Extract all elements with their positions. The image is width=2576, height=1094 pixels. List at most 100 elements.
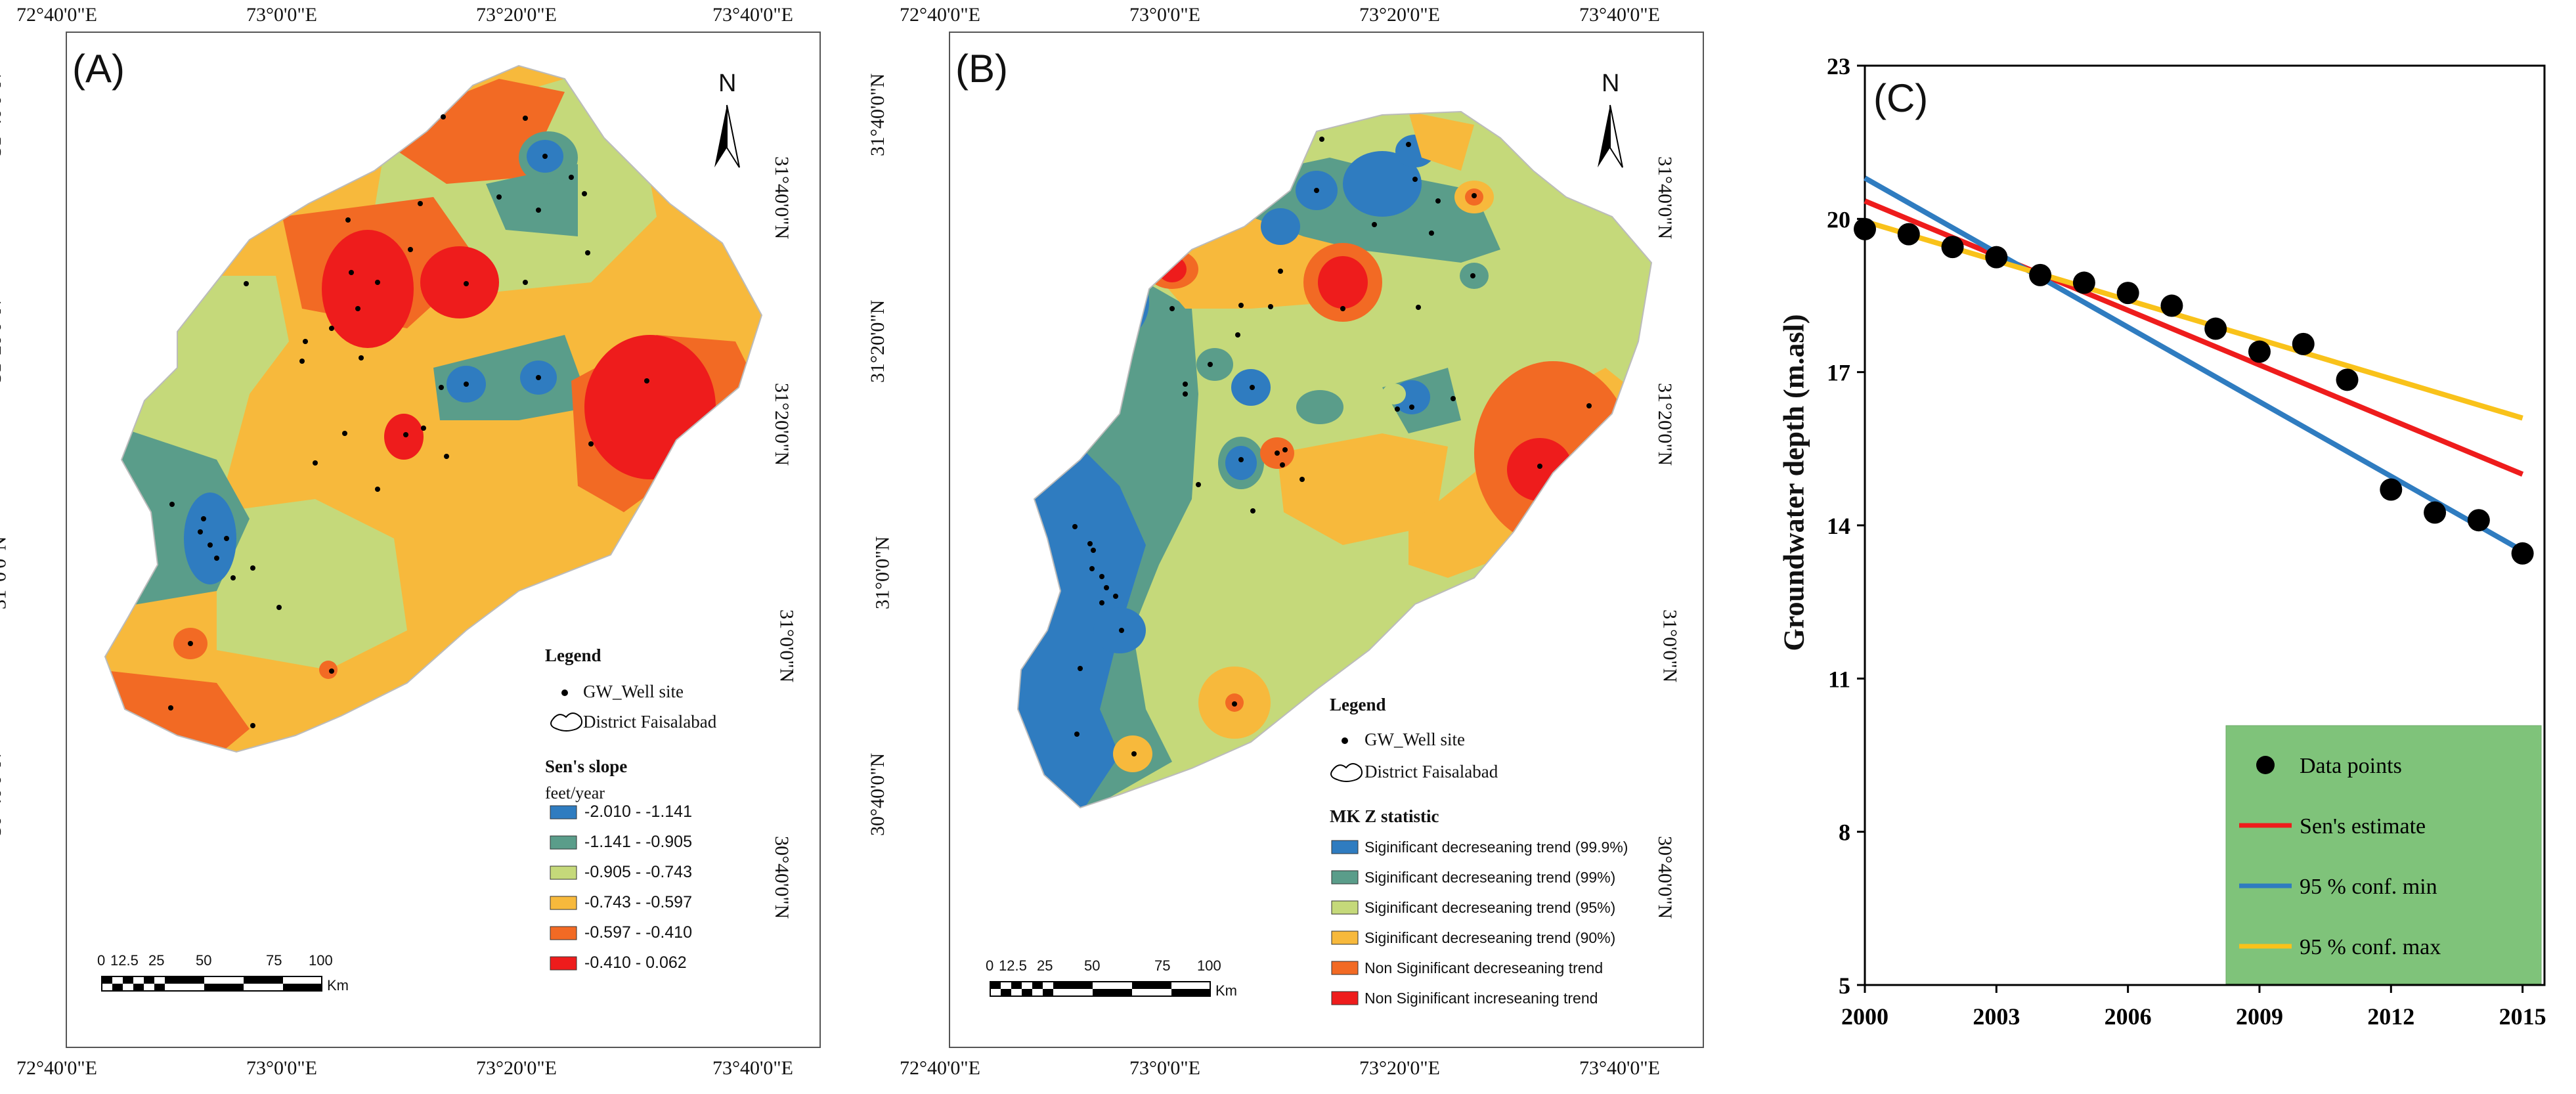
data-point <box>2380 478 2403 501</box>
panel-b-map-svg <box>990 104 1653 1005</box>
data-point <box>1941 236 1964 259</box>
panel-a-legend-class-6: -0.410 - 0.062 <box>584 953 687 972</box>
panel-b-scale-tick-3: 50 <box>1084 957 1101 974</box>
panel-b-legend-class-4: Siginificant decreseaning trend (90%) <box>1364 929 1616 946</box>
y-tick-label: 5 <box>1839 973 1850 999</box>
legend-label: Data points <box>2300 754 2402 778</box>
y-tick-label: 11 <box>1828 666 1850 692</box>
panel-a-top-tick-1: 72°40'0"E <box>16 4 97 26</box>
panel-b-legend-class-3: Siginificant decreseaning trend (95%) <box>1364 899 1616 916</box>
trend-line <box>1864 198 2524 477</box>
panel-b-scale-unit: Km <box>1215 982 1237 999</box>
panel-c-axes <box>1857 64 2546 993</box>
panel-a-legend-class-1: -2.010 - -1.141 <box>584 802 692 821</box>
panel-b-top-tick-1: 72°40'0"E <box>900 4 980 26</box>
panel-c-trend-lines <box>1864 175 2524 554</box>
panel-b-bottom-tick-3: 73°20'0"E <box>1359 1057 1440 1079</box>
panel-a-left-tick-2: 31°20'0"N <box>0 299 5 383</box>
x-tick-label: 2012 <box>2367 1003 2414 1030</box>
panel-c-tick-labels: 2000 2003 2006 2009 2012 2015 5 8 11 14 17 20 23 <box>1827 53 2546 1030</box>
data-point <box>2116 282 2139 305</box>
panel-a-left-tick-4: 30°40'0"N <box>0 753 5 836</box>
y-tick-label: 17 <box>1827 360 1850 386</box>
panel-a-scale-tick-3: 50 <box>196 952 212 969</box>
panel-a: (A) N 72°40'0"E 73°0'0"E 73°20'0"E 73°40… <box>0 0 870 1094</box>
panel-a-legend-ramp-title: Sen's slope <box>545 756 628 776</box>
panel-a-bottom-tick-3: 73°20'0"E <box>476 1057 557 1079</box>
panel-b-scale-tick-5: 100 <box>1197 957 1221 974</box>
panel-c-ylabel: Groundwater depth (m.asl) <box>1778 314 1810 651</box>
panel-b-right-tick-1: 31°40'0"N <box>1653 156 1676 240</box>
panel-b-bottom-tick-4: 73°40'0"E <box>1579 1057 1660 1079</box>
x-tick-label: 2000 <box>1841 1003 1888 1030</box>
panel-c: 2000 2003 2006 2009 2012 2015 5 8 11 14 17 20 23 Dat… <box>1760 0 2576 1094</box>
panel-b-legend-ramp-title: MK Z statistic <box>1330 806 1439 826</box>
panel-a-bottom-tick-4: 73°40'0"E <box>712 1057 793 1079</box>
data-point <box>2160 294 2183 317</box>
panel-a-well-sites <box>168 114 649 728</box>
panel-a-legend-class-5: -0.597 - -0.410 <box>584 923 692 942</box>
panel-b-top-tick-2: 73°0'0"E <box>1129 4 1200 26</box>
panel-a-scale-tick-4: 75 <box>266 952 282 969</box>
panel-b-top-tick-3: 73°20'0"E <box>1359 4 1440 26</box>
panel-b-label: (B) <box>955 47 1008 91</box>
panel-b-left-tick-1: 31°40'0"N <box>866 73 888 156</box>
panel-a-legend-class-2: -1.141 - -0.905 <box>584 833 692 851</box>
panel-a-legend-swatches <box>550 689 582 971</box>
data-point <box>2511 542 2534 565</box>
panel-a-north-arrow <box>714 104 740 168</box>
data-point <box>2029 263 2052 286</box>
panel-b-scale-tick-2: 25 <box>1037 957 1053 974</box>
panel-a-scale-bar <box>101 976 322 992</box>
panel-b-right-tick-4: 30°40'0"N <box>1653 836 1676 919</box>
panel-b-legend-class-5: Non Siginificant decreseaning trend <box>1364 959 1604 976</box>
panel-a-legend-title: Legend <box>545 645 601 665</box>
panel-a-right-tick-3: 31°0'0"N <box>775 609 798 683</box>
data-point <box>2248 340 2271 363</box>
panel-b-scale-tick-0: 0 <box>986 957 994 974</box>
trend-line <box>1864 219 2523 421</box>
data-point <box>2467 509 2490 532</box>
panel-b-left-tick-2: 31°20'0"N <box>866 299 888 383</box>
panel-a-legend-class-4: -0.743 - -0.597 <box>584 893 692 911</box>
panel-b-legend-district: District Faisalabad <box>1364 762 1498 781</box>
panel-a-scale-tick-5: 100 <box>309 952 333 969</box>
trend-line <box>1864 175 2524 554</box>
data-point <box>2292 332 2315 355</box>
panel-c-data-points <box>1854 217 2534 565</box>
panel-a-north-label: N <box>718 70 737 97</box>
panel-b-top-tick-4: 73°40'0"E <box>1579 4 1660 26</box>
panel-a-legend-well: GW_Well site <box>583 682 684 701</box>
panel-b-scale-bar <box>990 981 1211 997</box>
panel-b-legend-swatches <box>1330 737 1363 1005</box>
data-point <box>2204 317 2227 340</box>
panel-a-scale-tick-2: 25 <box>148 952 165 969</box>
panel-b-legend-title: Legend <box>1330 695 1386 714</box>
panel-a-scale-unit: Km <box>327 977 349 994</box>
y-tick-label: 23 <box>1827 53 1850 79</box>
panel-a-right-tick-4: 30°40'0"N <box>770 836 793 919</box>
y-tick-label: 14 <box>1827 513 1850 539</box>
panel-a-bottom-tick-1: 72°40'0"E <box>16 1057 97 1079</box>
panel-b: (B) N 72°40'0"E 73°0'0"E 73°20'0"E 73°40… <box>867 0 1753 1094</box>
legend-label: 95 % conf. min <box>2300 875 2437 899</box>
panel-a-scale-tick-0: 0 <box>97 952 106 969</box>
panel-b-legend-class-1: Siginificant decreseaning trend (99.9%) <box>1364 839 1628 856</box>
y-tick-label: 20 <box>1827 206 1850 232</box>
panel-b-legend-class-2: Siginificant decreseaning trend (99%) <box>1364 869 1616 886</box>
panel-a-left-tick-3: 31°0'0"N <box>0 536 11 609</box>
panel-b-legend-class-6: Non Siginificant increseaning trend <box>1364 990 1598 1007</box>
data-point <box>1985 246 2008 269</box>
panel-a-bottom-tick-2: 73°0'0"E <box>246 1057 317 1079</box>
panel-c-label: (C) <box>1873 76 1929 120</box>
panel-a-top-tick-2: 73°0'0"E <box>246 4 317 26</box>
data-point <box>1897 223 1920 246</box>
panel-a-legend-unit: feet/year <box>545 783 605 802</box>
data-point <box>2336 368 2359 391</box>
x-tick-label: 2009 <box>2236 1003 2283 1030</box>
y-tick-label: 8 <box>1839 820 1850 846</box>
x-tick-label: 2015 <box>2499 1003 2546 1030</box>
panel-b-legend-well: GW_Well site <box>1364 730 1466 749</box>
panel-a-map-svg <box>101 64 763 992</box>
